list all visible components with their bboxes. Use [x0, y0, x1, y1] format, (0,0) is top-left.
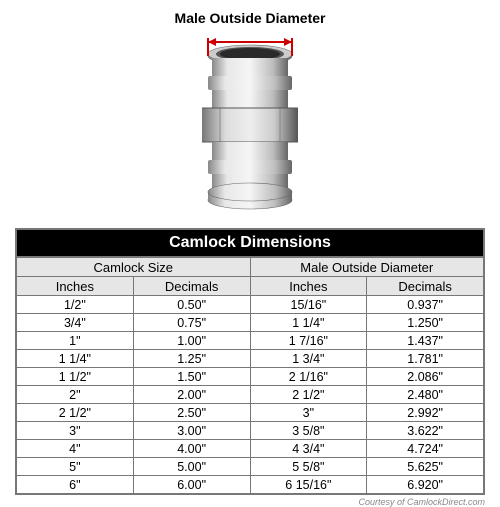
col-header: Decimals — [367, 277, 484, 296]
table-cell: 2" — [17, 386, 134, 404]
table-cell: 6.00" — [133, 476, 250, 494]
table-row: 1 1/4"1.25"1 3/4"1.781" — [17, 350, 484, 368]
col-header: Inches — [17, 277, 134, 296]
table-row: 3"3.00"3 5/8"3.622" — [17, 422, 484, 440]
table-row: 3/4"0.75"1 1/4"1.250" — [17, 314, 484, 332]
table-col-header-row: Inches Decimals Inches Decimals — [17, 277, 484, 296]
table-cell: 3" — [17, 422, 134, 440]
table-cell: 0.50" — [133, 296, 250, 314]
table-cell: 15/16" — [250, 296, 367, 314]
table-cell: 1 1/4" — [17, 350, 134, 368]
table-cell: 6" — [17, 476, 134, 494]
diameter-label: Male Outside Diameter — [175, 10, 326, 26]
table-cell: 5 5/8" — [250, 458, 367, 476]
table-cell: 5" — [17, 458, 134, 476]
credit-text: Courtesy of CamlockDirect.com — [15, 497, 485, 507]
diagram-area: Male Outside Diameter — [0, 0, 500, 228]
table-cell: 6 15/16" — [250, 476, 367, 494]
table-cell: 3.00" — [133, 422, 250, 440]
table-cell: 1 1/2" — [17, 368, 134, 386]
table-cell: 2 1/2" — [17, 404, 134, 422]
table-cell: 5.625" — [367, 458, 484, 476]
table-cell: 1 7/16" — [250, 332, 367, 350]
table-row: 1"1.00"1 7/16"1.437" — [17, 332, 484, 350]
table-row: 4"4.00"4 3/4"4.724" — [17, 440, 484, 458]
table-cell: 2.086" — [367, 368, 484, 386]
table-cell: 5.00" — [133, 458, 250, 476]
table-cell: 2.50" — [133, 404, 250, 422]
table-row: 6"6.00"6 15/16"6.920" — [17, 476, 484, 494]
dimensions-table-container: Camlock Dimensions Camlock Size Male Out… — [15, 228, 485, 495]
table-cell: 3/4" — [17, 314, 134, 332]
table-cell: 4" — [17, 440, 134, 458]
table-row: 5"5.00"5 5/8"5.625" — [17, 458, 484, 476]
table-cell: 2 1/16" — [250, 368, 367, 386]
table-cell: 1" — [17, 332, 134, 350]
table-cell: 2 1/2" — [250, 386, 367, 404]
dimensions-table: Camlock Size Male Outside Diameter Inche… — [16, 257, 484, 494]
table-cell: 1.25" — [133, 350, 250, 368]
col-header: Inches — [250, 277, 367, 296]
table-body: 1/2"0.50"15/16"0.937"3/4"0.75"1 1/4"1.25… — [17, 296, 484, 494]
coupling-diagram — [180, 28, 320, 228]
table-cell: 1.781" — [367, 350, 484, 368]
table-cell: 4.724" — [367, 440, 484, 458]
table-cell: 1 3/4" — [250, 350, 367, 368]
table-cell: 0.75" — [133, 314, 250, 332]
table-row: 2 1/2"2.50"3"2.992" — [17, 404, 484, 422]
table-cell: 3" — [250, 404, 367, 422]
table-cell: 1 1/4" — [250, 314, 367, 332]
table-cell: 2.00" — [133, 386, 250, 404]
table-cell: 1.00" — [133, 332, 250, 350]
table-title: Camlock Dimensions — [16, 229, 484, 257]
table-cell: 1.250" — [367, 314, 484, 332]
table-cell: 4 3/4" — [250, 440, 367, 458]
table-cell: 2.992" — [367, 404, 484, 422]
col-header: Decimals — [133, 277, 250, 296]
table-cell: 1.437" — [367, 332, 484, 350]
table-group-header-row: Camlock Size Male Outside Diameter — [17, 258, 484, 277]
table-cell: 4.00" — [133, 440, 250, 458]
table-row: 1/2"0.50"15/16"0.937" — [17, 296, 484, 314]
table-cell: 1/2" — [17, 296, 134, 314]
table-row: 2"2.00"2 1/2"2.480" — [17, 386, 484, 404]
table-cell: 0.937" — [367, 296, 484, 314]
table-cell: 6.920" — [367, 476, 484, 494]
table-cell: 3.622" — [367, 422, 484, 440]
table-cell: 3 5/8" — [250, 422, 367, 440]
table-cell: 2.480" — [367, 386, 484, 404]
group-header-diameter: Male Outside Diameter — [250, 258, 484, 277]
table-cell: 1.50" — [133, 368, 250, 386]
group-header-size: Camlock Size — [17, 258, 251, 277]
table-row: 1 1/2"1.50"2 1/16"2.086" — [17, 368, 484, 386]
